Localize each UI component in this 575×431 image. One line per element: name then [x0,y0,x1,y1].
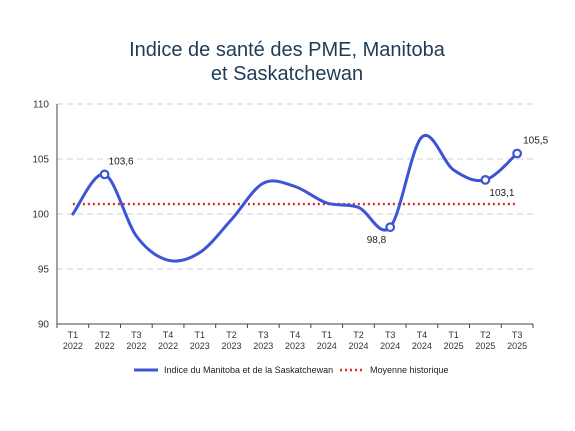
x-tick-label-year: 2022 [63,341,83,351]
chart-title-line-2: et Saskatchewan [211,63,363,85]
data-label: 103,1 [489,188,514,199]
x-tick-label-year: 2022 [126,341,146,351]
x-tick-label-year: 2025 [507,341,527,351]
chart-title-line-1: Indice de santé des PME, Manitoba [129,39,446,61]
x-tick-label-year: 2023 [222,341,242,351]
x-tick-label-quarter: T1 [68,330,79,340]
x-tick-label-year: 2024 [380,341,400,351]
y-tick-label: 100 [32,210,49,221]
x-tick-labels: T12022T22022T32022T42022T12023T22023T320… [56,324,534,351]
x-tick-label-quarter: T3 [385,330,396,340]
x-tick-label-quarter: T2 [99,330,110,340]
x-tick-label-year: 2023 [253,341,273,351]
x-tick-label-quarter: T4 [417,330,428,340]
data-point-marker [512,148,523,159]
x-tick-label-year: 2023 [285,341,305,351]
legend: Indice du Manitoba et de la Saskatchewan… [134,365,449,375]
x-tick-label-quarter: T1 [321,330,332,340]
y-tick-labels: 90 95 100 105 110 [32,100,49,331]
x-tick-label-year: 2025 [475,341,495,351]
x-tick-label-quarter: T1 [448,330,459,340]
data-label: 105,5 [523,136,548,147]
y-tick-label: 95 [38,265,50,276]
x-tick-label-year: 2024 [348,341,368,351]
x-tick-label-quarter: T4 [163,330,174,340]
x-tick-label-year: 2024 [412,341,432,351]
data-point-marker [385,222,396,233]
axes [56,104,533,325]
y-tick-label: 90 [38,320,50,331]
index-series-line [71,133,519,263]
legend-label-index: Indice du Manitoba et de la Saskatchewan [164,365,333,375]
data-label: 98,8 [367,235,387,246]
x-tick-label-quarter: T3 [131,330,142,340]
series-layer [71,133,523,263]
y-tick-label: 110 [33,100,49,111]
data-labels: 103,6 98,8 103,1 105,5 [109,136,549,247]
x-tick-label-year: 2022 [158,341,178,351]
y-tick-label: 105 [32,155,49,166]
x-tick-label-year: 2024 [317,341,337,351]
x-tick-label-quarter: T3 [258,330,269,340]
x-tick-label-quarter: T2 [353,330,364,340]
x-tick-label-year: 2023 [190,341,210,351]
x-tick-label-year: 2025 [444,341,464,351]
x-tick-label-quarter: T4 [290,330,301,340]
x-tick-label-year: 2022 [95,341,115,351]
x-tick-label-quarter: T2 [226,330,237,340]
data-label: 103,6 [109,156,134,167]
x-tick-label-quarter: T2 [480,330,491,340]
x-tick-label-quarter: T3 [512,330,523,340]
x-tick-label-quarter: T1 [195,330,206,340]
data-point-marker [480,174,491,185]
data-point-marker [99,169,110,180]
legend-label-average: Moyenne historique [370,365,449,375]
